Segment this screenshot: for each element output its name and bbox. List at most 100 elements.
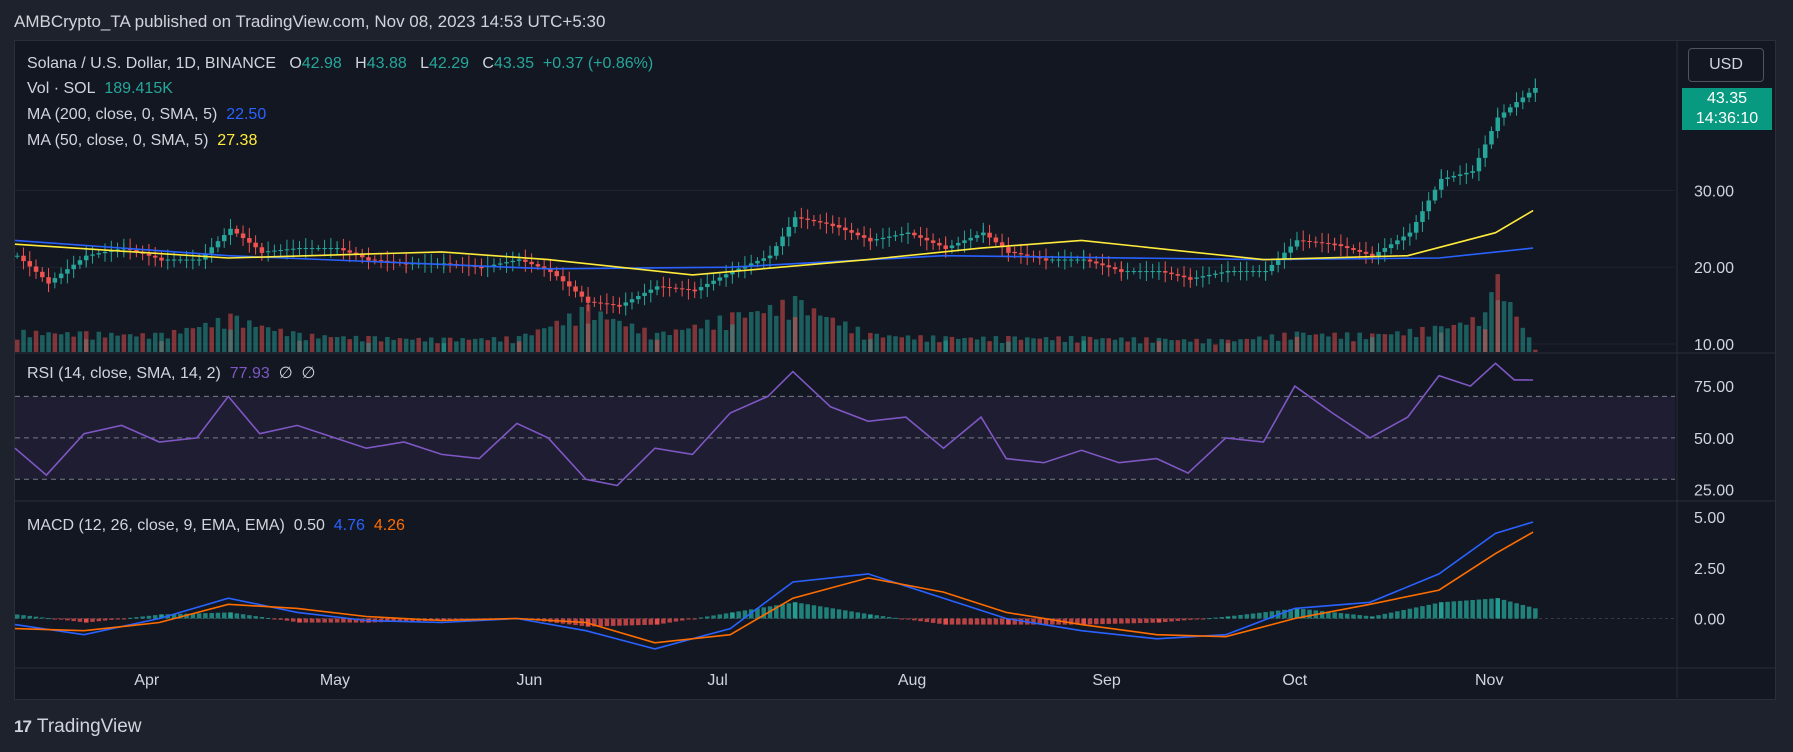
close-label: C	[482, 55, 494, 72]
volume-bar	[1332, 332, 1337, 352]
macd-histogram-bar	[441, 618, 447, 621]
volume-legend[interactable]: Vol · SOL 189.415K	[27, 80, 173, 98]
candle-body	[893, 235, 898, 237]
candle-body	[40, 271, 45, 278]
volume-bar	[1413, 337, 1419, 352]
candle-body	[1319, 242, 1325, 244]
macd-histogram-bar	[1094, 618, 1099, 625]
volume-bar	[1106, 338, 1112, 352]
macd-histogram-bar	[234, 613, 240, 619]
rsi-extra-2: ∅	[301, 365, 316, 382]
macd-histogram-bar	[955, 618, 961, 625]
macd-histogram-bar	[1413, 607, 1419, 619]
volume-bar	[1288, 339, 1293, 352]
macd-histogram-bar	[1508, 601, 1513, 619]
candle-countdown: 14:36:10	[1695, 110, 1759, 127]
tradingview-brand[interactable]: 17 TradingView	[14, 716, 141, 738]
volume-bar	[391, 339, 396, 352]
macd-histogram-bar	[1439, 602, 1444, 619]
macd-histogram-bar	[228, 612, 233, 619]
macd-histogram-bar	[937, 618, 942, 624]
macd-histogram-bar	[196, 613, 202, 619]
macd-histogram-bar	[705, 616, 710, 619]
macd-legend[interactable]: MACD (12, 26, close, 9, EMA, EMA) 0.50 4…	[27, 517, 405, 535]
candle-body	[366, 259, 371, 261]
macd-histogram-bar	[65, 618, 70, 621]
candle-body	[855, 232, 861, 236]
last-price-value: 43.35	[1706, 90, 1748, 107]
volume-bar	[21, 329, 26, 352]
candle-body	[899, 233, 905, 236]
candle-body	[592, 301, 597, 303]
macd-histogram-bar	[1031, 618, 1036, 625]
macd-histogram-bar	[1326, 611, 1331, 619]
candle-body	[1501, 112, 1507, 118]
candle-body	[378, 260, 384, 262]
ma50-legend[interactable]: MA (50, close, 0, SMA, 5) 27.38	[27, 132, 257, 150]
candle-body	[955, 242, 961, 246]
candle-body	[1464, 172, 1469, 175]
candle-body	[905, 232, 911, 234]
volume-bar	[196, 327, 202, 352]
candle-body	[152, 255, 158, 258]
macd-histogram-bar	[805, 604, 810, 619]
volume-bar	[723, 330, 729, 352]
volume-bar	[221, 328, 227, 352]
price-legend: Solana / U.S. Dollar, 1D, BINANCE O42.98…	[27, 55, 653, 73]
volume-bar	[698, 328, 704, 352]
symbol-label[interactable]: Solana / U.S. Dollar, 1D, BINANCE	[27, 55, 276, 72]
macd-histogram-bar	[1432, 603, 1438, 619]
volume-bar	[567, 313, 572, 352]
volume-bar	[1024, 337, 1030, 352]
volume-bar	[58, 334, 64, 352]
candle-body	[705, 283, 710, 288]
volume-bar	[403, 338, 409, 352]
macd-histogram-bar	[1238, 614, 1243, 619]
candle-body	[447, 263, 453, 265]
volume-bar	[1489, 292, 1494, 352]
macd-histogram-bar	[347, 618, 352, 623]
volume-bar	[1188, 341, 1193, 352]
candle-body	[1351, 248, 1356, 250]
volume-bar	[1012, 336, 1017, 352]
macd-histogram-bar	[1520, 604, 1526, 619]
candle-body	[109, 250, 114, 252]
candle-body	[184, 259, 189, 261]
rsi-legend[interactable]: RSI (14, close, SMA, 14, 2) 77.93 ∅ ∅	[27, 363, 315, 383]
volume-bar	[322, 335, 327, 352]
candle-body	[1282, 252, 1287, 259]
candle-body	[1250, 271, 1256, 273]
macd-histogram-bar	[1175, 618, 1181, 621]
volume-bar	[1163, 338, 1168, 352]
volume-bar	[598, 311, 603, 352]
candle-body	[1194, 277, 1199, 279]
macd-histogram-bar	[1150, 618, 1155, 623]
volume-bar	[504, 336, 509, 352]
candle-body	[912, 232, 917, 236]
volume-bar	[686, 328, 691, 352]
macd-histogram-bar	[209, 612, 214, 619]
open-label: O	[289, 55, 302, 72]
macd-histogram-bar	[1382, 613, 1388, 619]
macd-histogram-bar	[1219, 617, 1224, 619]
candle-body	[1068, 259, 1074, 261]
volume-bar	[510, 343, 516, 352]
candle-body	[1338, 244, 1344, 247]
ma200-legend[interactable]: MA (200, close, 0, SMA, 5) 22.50	[27, 106, 266, 124]
chart-panel[interactable]	[14, 40, 1776, 700]
candle-body	[717, 277, 723, 281]
volume-bar	[748, 311, 754, 352]
macd-histogram-bar	[1338, 613, 1344, 619]
ma200-label: MA (200, close, 0, SMA, 5)	[27, 106, 218, 123]
candle-body	[755, 260, 760, 264]
candle-body	[334, 248, 340, 250]
volume-bar	[711, 329, 716, 352]
ma50-value: 27.38	[217, 132, 258, 149]
currency-button[interactable]: USD	[1688, 48, 1764, 82]
candle-body	[259, 251, 265, 253]
candle-body	[1075, 259, 1080, 261]
volume-bar	[610, 318, 616, 352]
macd-histogram-bar	[265, 617, 271, 619]
candle-body	[679, 288, 685, 290]
